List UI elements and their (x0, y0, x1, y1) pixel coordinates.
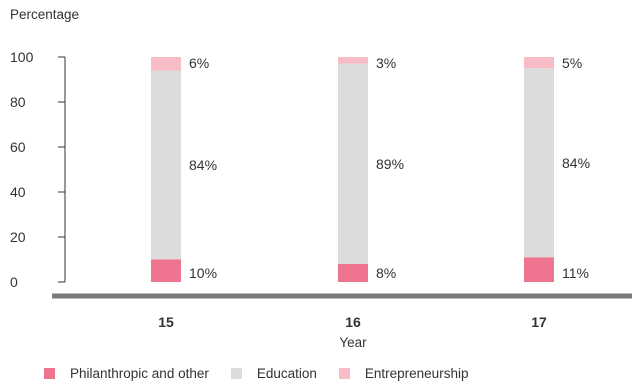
legend-item-entrepreneurship: Entrepreneurship (338, 366, 469, 381)
legend-label-philanthropic: Philanthropic and other (70, 366, 209, 381)
y-tick-label-20: 20 (10, 229, 26, 245)
legend-item-education: Education (230, 366, 317, 381)
data-label-15-philanthropic: 10% (189, 265, 217, 281)
data-label-16-philanthropic: 8% (376, 265, 396, 281)
x-tick-label-15: 15 (158, 314, 174, 330)
bar-16-entrepreneurship (338, 57, 368, 64)
bar-17-education (524, 68, 554, 258)
legend-swatch-philanthropic (44, 368, 55, 379)
y-tick-label-0: 0 (10, 274, 18, 290)
bar-16-philanthropic (338, 264, 368, 282)
bar-16-education (338, 63, 368, 264)
y-tick-label-60: 60 (10, 139, 26, 155)
legend-item-philanthropic: Philanthropic and other (44, 366, 209, 381)
data-labels: 10% 84% 6% 8% 89% 3% 11% 84% 5% (189, 55, 590, 281)
data-label-16-entrepreneurship: 3% (376, 55, 396, 71)
bar-15-education (151, 70, 181, 260)
data-label-17-education: 84% (562, 155, 590, 171)
y-axis-title: Percentage (10, 7, 80, 22)
bar-17-philanthropic (524, 257, 554, 282)
stacked-bar-chart: 0 20 40 60 80 100 15 16 17 Year 10% 84% 6% 8% 89% 3% 11… (10, 49, 632, 350)
data-label-17-entrepreneurship: 5% (562, 55, 582, 71)
data-label-16-education: 89% (376, 156, 404, 172)
y-tick-label-100: 100 (10, 49, 34, 65)
x-tick-label-17: 17 (531, 314, 547, 330)
legend-label-entrepreneurship: Entrepreneurship (364, 366, 469, 381)
axes: 0 20 40 60 80 100 15 16 17 Year (10, 49, 632, 350)
y-tick-label-80: 80 (10, 94, 26, 110)
data-label-17-philanthropic: 11% (562, 265, 589, 281)
bars (151, 57, 554, 282)
legend-swatch-education (230, 368, 242, 379)
bar-17-entrepreneurship (524, 57, 554, 69)
legend-label-education: Education (256, 366, 317, 381)
y-tick-label-40: 40 (10, 184, 26, 200)
x-tick-label-16: 16 (345, 314, 361, 330)
data-label-15-education: 84% (189, 157, 217, 173)
legend-swatch-entrepreneurship (338, 368, 350, 379)
data-label-15-entrepreneurship: 6% (189, 55, 209, 71)
bar-15-philanthropic (151, 259, 181, 282)
legend: Philanthropic and other Education Entrep… (44, 366, 490, 381)
bar-15-entrepreneurship (151, 57, 181, 71)
x-axis-title: Year (339, 335, 367, 350)
